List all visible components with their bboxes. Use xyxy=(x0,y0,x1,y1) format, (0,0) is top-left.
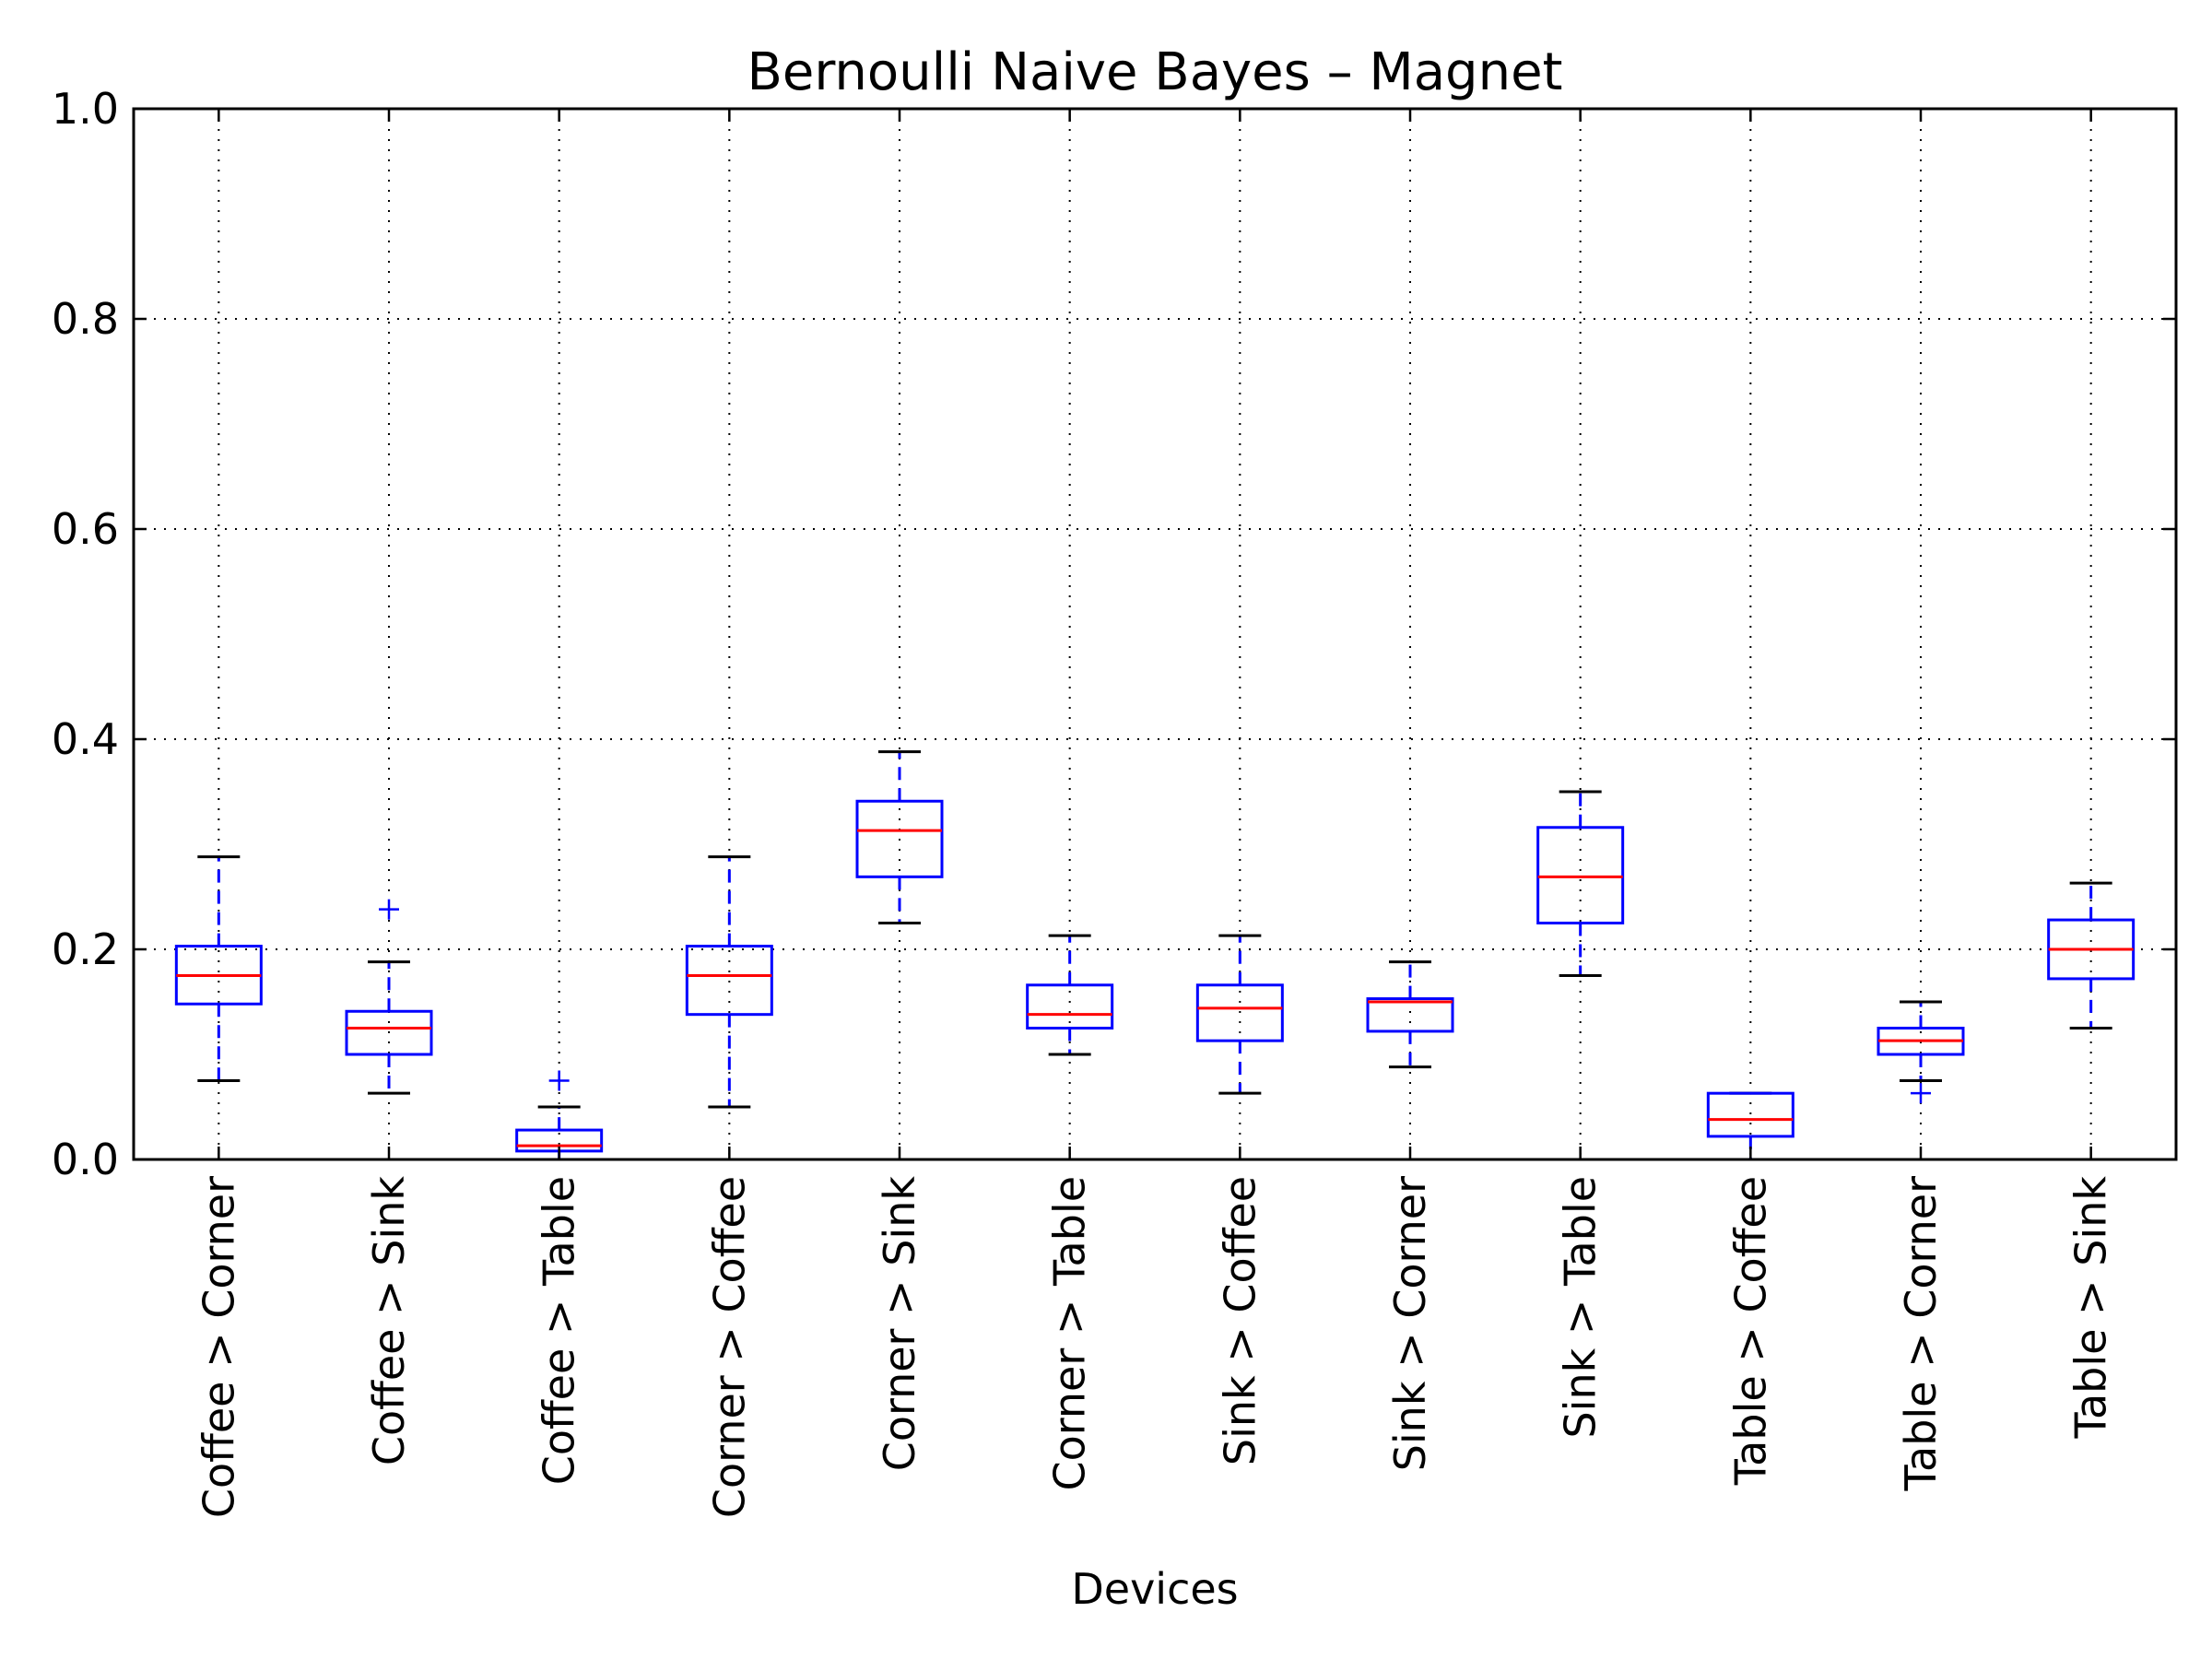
outlier-marker xyxy=(379,899,399,920)
box-plot-item xyxy=(1536,790,1625,977)
x-tick-label: Sink > Corner xyxy=(1385,1176,1435,1471)
x-axis-ticks: Coffee > Corner Coffee > Sink Coffee > Tab… xyxy=(194,109,2116,1518)
y-axis-ticks: 0.0 0.2 0.4 0.6 0.8 1.0 xyxy=(52,84,2176,1184)
x-tick-label: Sink > Table xyxy=(1556,1176,1606,1439)
x-tick-label: Corner > Sink xyxy=(875,1176,924,1472)
box-plot-item xyxy=(1877,1000,1965,1104)
outlier-marker xyxy=(1911,1083,1931,1104)
x-tick-label: Table > Sink xyxy=(2066,1176,2116,1440)
x-tick-label: Corner > Coffee xyxy=(704,1176,754,1518)
box-plot-item xyxy=(515,1070,604,1161)
box-plot-item xyxy=(855,750,944,924)
iqr-box xyxy=(1706,1091,1794,1138)
y-tick-label: 0.4 xyxy=(52,714,119,764)
x-tick-label: Table > Corner xyxy=(1896,1176,1946,1492)
grid-lines xyxy=(134,109,2176,1159)
iqr-box xyxy=(855,799,944,878)
x-tick-label: Coffee > Corner xyxy=(194,1176,243,1518)
x-tick-label: Table > Coffee xyxy=(1725,1176,1775,1486)
box-plot-item xyxy=(174,855,263,1082)
x-tick-label: Coffee > Table xyxy=(535,1176,584,1485)
x-tick-label: Sink > Coffee xyxy=(1215,1176,1265,1465)
box-plot-item xyxy=(1026,934,1114,1056)
plot-area-frame xyxy=(132,107,2178,1161)
iqr-box xyxy=(345,1009,433,1056)
box-plot-item xyxy=(1195,934,1284,1095)
iqr-box xyxy=(1195,983,1284,1042)
x-axis-label: Devices xyxy=(1071,1564,1238,1614)
iqr-box xyxy=(685,945,773,1017)
outlier-marker xyxy=(548,1070,570,1091)
chart-title: Bernoulli Naive Bayes – Magnet xyxy=(747,42,1563,102)
x-tick-label: Corner > Table xyxy=(1045,1176,1095,1490)
box-plot-item xyxy=(1366,960,1454,1069)
iqr-box xyxy=(1026,983,1114,1030)
box-plot-item xyxy=(345,899,433,1095)
y-tick-label: 0.8 xyxy=(52,294,119,344)
iqr-box xyxy=(1536,826,1625,925)
iqr-box xyxy=(1366,997,1454,1033)
box-plot-item xyxy=(685,855,773,1109)
y-tick-label: 1.0 xyxy=(52,84,119,134)
y-tick-label: 0.2 xyxy=(52,924,119,974)
y-tick-label: 0.0 xyxy=(52,1135,119,1184)
x-tick-label: Coffee > Sink xyxy=(364,1176,414,1465)
box-series xyxy=(174,750,2136,1161)
y-tick-label: 0.6 xyxy=(52,504,119,554)
box-plot-item xyxy=(2047,881,2136,1030)
